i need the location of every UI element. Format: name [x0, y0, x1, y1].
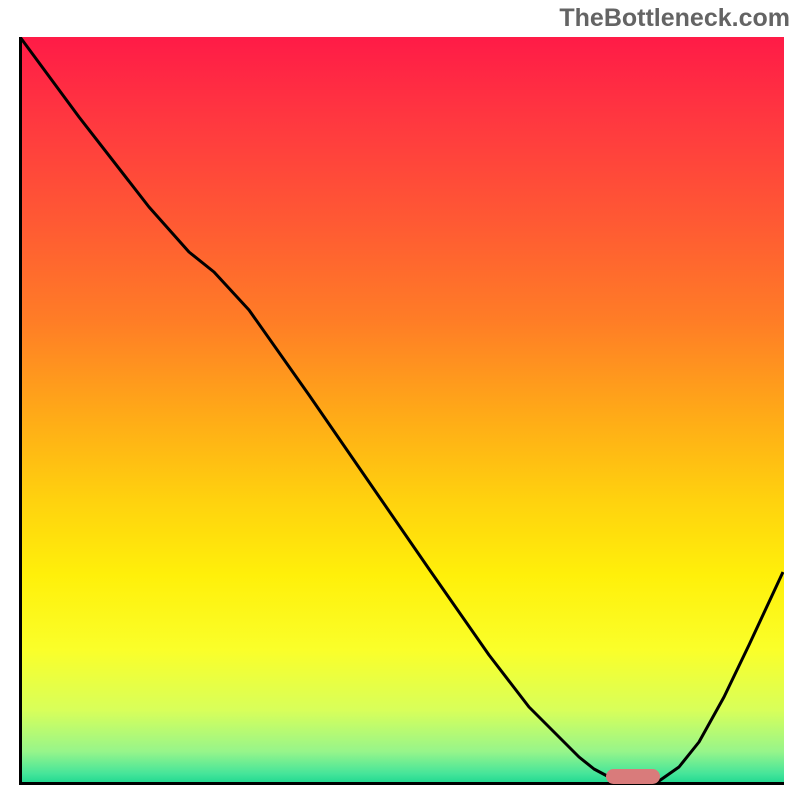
watermark-text: TheBottleneck.com — [559, 4, 790, 33]
bottleneck-curve-svg — [19, 37, 784, 785]
bottleneck-chart: TheBottleneck.com — [0, 0, 800, 800]
sweet-spot-marker — [606, 769, 660, 784]
plot-area — [19, 37, 784, 785]
